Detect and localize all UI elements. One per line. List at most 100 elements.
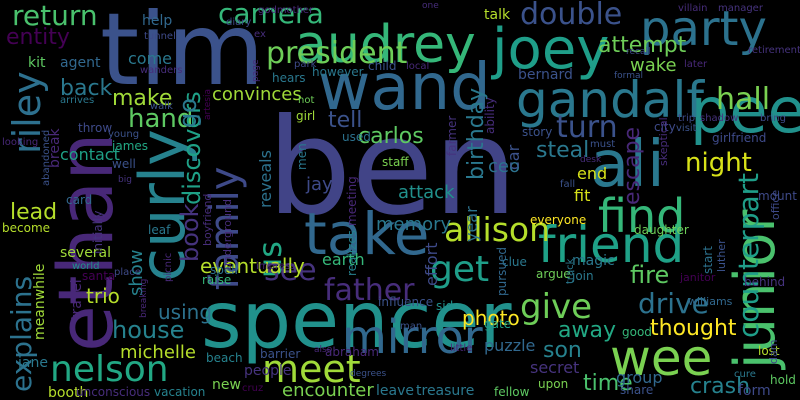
word: group — [616, 368, 663, 387]
word: take — [304, 200, 430, 268]
word: meeting — [345, 176, 359, 226]
word: argue — [536, 267, 571, 281]
word: secret — [530, 358, 580, 377]
word: however — [312, 65, 364, 79]
word: boyfriend — [201, 193, 214, 246]
word: beach — [206, 351, 243, 365]
word: carlos — [358, 124, 424, 149]
word: shadow — [700, 113, 739, 124]
word: michelle — [120, 342, 196, 363]
word: meanwhile — [32, 263, 48, 340]
word: abandoned — [41, 129, 52, 186]
word: place — [114, 267, 141, 278]
word: well — [112, 157, 136, 171]
word: hears — [272, 71, 306, 85]
word: fall — [560, 179, 576, 190]
word: puzzle — [484, 336, 536, 355]
word: cruz — [242, 383, 264, 394]
word: man — [400, 321, 423, 332]
word: cure — [734, 369, 756, 380]
word: bring — [760, 113, 786, 124]
word: hold — [770, 373, 796, 387]
word: initially — [91, 210, 105, 254]
word: recall — [626, 47, 651, 57]
word: president — [266, 36, 408, 71]
word: throw — [78, 121, 113, 135]
word: camera — [218, 0, 324, 30]
word: away — [558, 318, 616, 343]
word: later — [684, 59, 708, 70]
word: give — [520, 287, 593, 327]
word: agent — [60, 55, 101, 71]
word: see — [264, 253, 317, 288]
word: manager — [718, 3, 763, 14]
word: office — [769, 189, 782, 220]
word: degrees — [350, 369, 387, 379]
word: park — [294, 59, 317, 70]
word: house — [112, 316, 185, 344]
word: back — [60, 76, 113, 101]
word: also — [314, 345, 333, 355]
word: picnic — [163, 252, 174, 282]
word: entity — [6, 25, 70, 50]
word: clue — [502, 255, 527, 269]
word: barrier — [260, 347, 301, 361]
word: attempt — [598, 33, 687, 58]
word: young — [108, 129, 140, 140]
word: joey — [492, 17, 610, 82]
word: new — [212, 377, 241, 393]
word: steal — [536, 138, 590, 163]
word: travel — [69, 279, 85, 320]
word: spencer — [201, 276, 512, 366]
word: men — [295, 143, 309, 170]
word: wee — [610, 329, 713, 387]
word: ben — [267, 91, 518, 245]
word: sid — [436, 299, 454, 313]
word: formal — [614, 71, 643, 81]
word: unconscious — [76, 385, 151, 399]
word: fire — [630, 261, 670, 289]
word: night — [685, 148, 752, 178]
word: pee — [690, 74, 800, 147]
word: dam — [767, 339, 780, 364]
word: share — [620, 383, 654, 397]
word: janitor — [680, 271, 716, 284]
word: earth — [322, 250, 365, 269]
word: return — [12, 0, 98, 32]
word: looking — [2, 137, 39, 148]
word: lost — [758, 344, 780, 358]
word: escape — [620, 126, 645, 205]
word: walk — [150, 101, 173, 112]
word: story — [522, 125, 553, 139]
word: fit — [574, 186, 591, 205]
word: child — [368, 59, 397, 73]
word: jay — [306, 174, 333, 195]
word: start — [701, 246, 715, 274]
word: world — [72, 261, 100, 272]
word: trio — [86, 284, 120, 308]
word: ceo — [488, 156, 520, 177]
word: wand — [318, 51, 491, 125]
word: tunnel — [144, 31, 176, 42]
word: turn — [556, 110, 618, 145]
word: double — [520, 0, 623, 32]
word: skeptical — [657, 117, 670, 166]
word: abraham — [325, 345, 379, 359]
word: drive — [638, 287, 709, 320]
word: get — [430, 249, 490, 290]
word: allison — [444, 210, 551, 249]
word: city — [654, 120, 676, 134]
word: tim — [100, 0, 265, 108]
word: contact — [60, 145, 120, 164]
word: behind — [744, 275, 786, 289]
word: girlfriend — [712, 131, 767, 145]
word: help — [142, 13, 173, 29]
word: farmer — [445, 115, 459, 156]
word: leaf — [148, 223, 171, 237]
word: williams — [688, 295, 733, 308]
word: nelson — [50, 349, 169, 390]
word: mirror — [342, 310, 483, 364]
word: spell — [210, 263, 238, 277]
word: upon — [538, 377, 569, 391]
word: car — [504, 144, 523, 170]
